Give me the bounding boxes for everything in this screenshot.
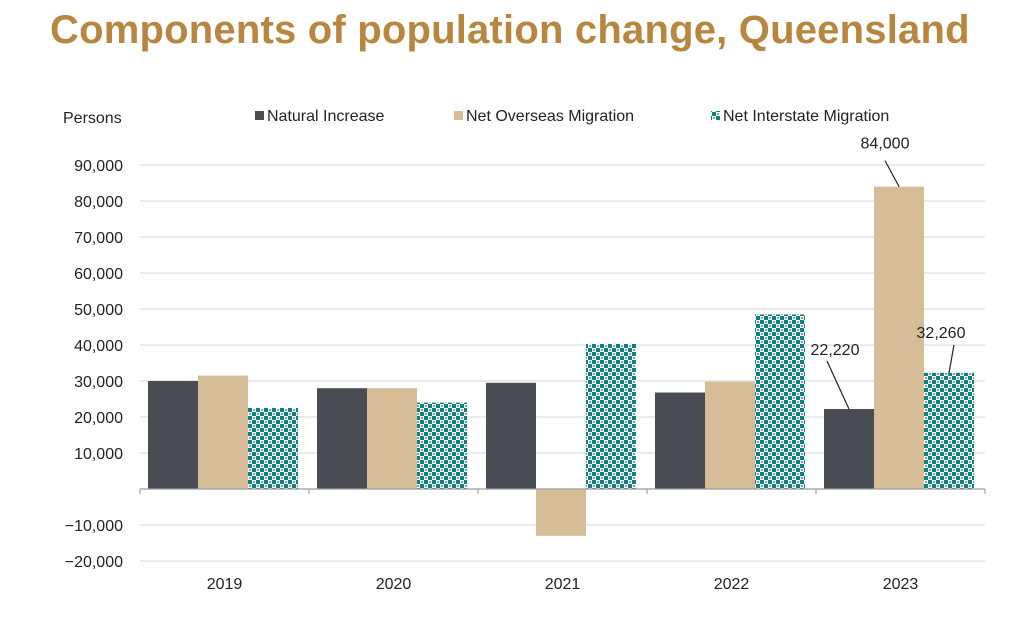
bar-natural-increase <box>655 392 705 489</box>
bar-net-overseas-migration <box>874 186 924 489</box>
annotation-leader-line <box>948 344 955 373</box>
y-tick-label: 70,000 <box>74 230 123 247</box>
annotation-leader-line <box>884 160 900 187</box>
bar-net-overseas-migration <box>367 388 417 489</box>
bars <box>148 186 974 536</box>
bar-net-interstate-migration <box>248 408 298 489</box>
y-tick-label: 80,000 <box>74 194 123 211</box>
y-tick-label: 30,000 <box>74 374 123 391</box>
legend-swatch <box>255 111 264 120</box>
y-tick-label: 50,000 <box>74 302 123 319</box>
y-tick-label: 20,000 <box>74 410 123 427</box>
axes <box>139 488 986 494</box>
legend-swatch <box>454 111 463 120</box>
bar-net-overseas-migration <box>536 489 586 536</box>
bar-net-overseas-migration <box>705 381 755 489</box>
legend-label: Net Overseas Migration <box>466 108 634 125</box>
bar-net-interstate-migration <box>417 402 467 489</box>
y-tick-label: −20,000 <box>65 554 123 571</box>
bar-natural-increase <box>824 409 874 489</box>
bar-net-interstate-migration <box>586 343 636 489</box>
bar-net-interstate-migration <box>755 314 805 489</box>
bar-net-overseas-migration <box>198 375 248 489</box>
data-label: 22,220 <box>811 342 860 359</box>
bar-natural-increase <box>486 382 536 489</box>
y-tick-label: −10,000 <box>65 518 123 535</box>
data-label: 84,000 <box>861 136 910 153</box>
legend-label: Natural Increase <box>267 108 384 125</box>
y-axis-label: Persons <box>63 110 122 127</box>
legend-label: Net Interstate Migration <box>723 108 889 125</box>
chart-title: Components of population change, Queensl… <box>50 8 970 52</box>
x-tick-label: 2021 <box>545 576 581 593</box>
x-tick-label: 2022 <box>714 576 750 593</box>
bar-natural-increase <box>317 388 367 489</box>
y-tick-label: 60,000 <box>74 266 123 283</box>
y-tick-label: 90,000 <box>74 158 123 175</box>
bar-net-interstate-migration <box>924 372 974 489</box>
annotation-leader-line <box>826 360 850 410</box>
x-tick-label: 2020 <box>376 576 412 593</box>
x-tick-label: 2019 <box>207 576 243 593</box>
legend-swatch <box>711 111 720 120</box>
labels: −20,000 −10,000 10,000 20,000 30,000 40,000 50… <box>63 110 966 593</box>
x-tick-label: 2023 <box>883 576 919 593</box>
bar-natural-increase <box>148 381 198 489</box>
data-label: 32,260 <box>917 325 966 342</box>
y-tick-label: 40,000 <box>74 338 123 355</box>
y-tick-label: 10,000 <box>74 446 123 463</box>
legend: Natural Increase Net Overseas Migration Ne… <box>255 108 889 125</box>
